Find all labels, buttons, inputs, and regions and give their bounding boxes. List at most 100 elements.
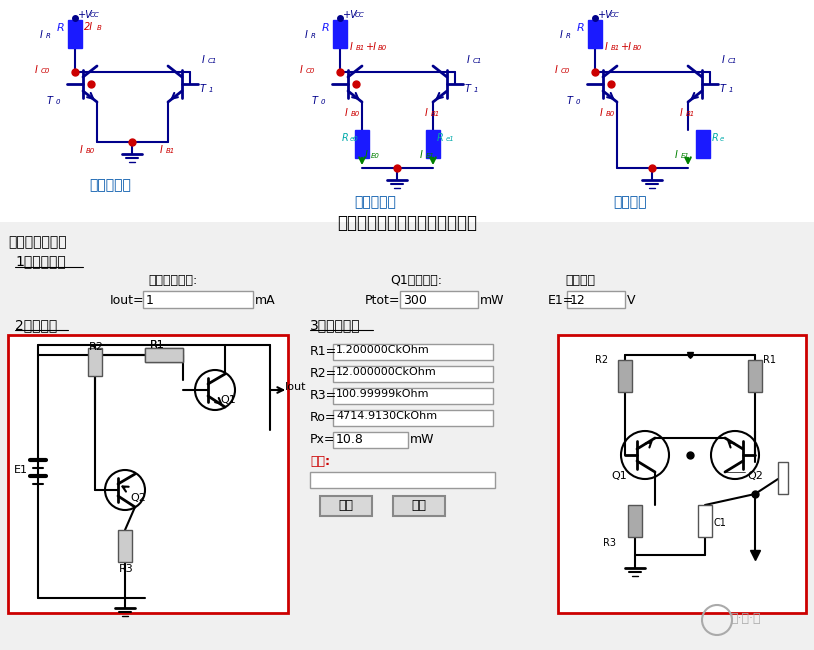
Text: R3: R3 [119, 564, 133, 574]
Bar [333, 410, 493, 426]
Text: R3=: R3= [310, 389, 337, 402]
Text: +I: +I [366, 42, 377, 52]
Text: R1: R1 [150, 340, 164, 350]
Text: Px=: Px= [310, 433, 335, 446]
Text: 电源电压: 电源电压 [565, 274, 595, 287]
Text: C0: C0 [41, 68, 50, 74]
Text: 典型电流源（配置相同的电路）: 典型电流源（配置相同的电路） [337, 214, 477, 232]
Text: E1: E1 [426, 153, 435, 159]
Text: 比例电流源: 比例电流源 [354, 195, 396, 209]
Bar [145, 348, 183, 362]
Text: T: T [47, 96, 53, 106]
Text: R1: R1 [150, 340, 164, 350]
Text: 2I: 2I [84, 22, 93, 32]
Text: 0: 0 [56, 99, 60, 105]
Text: CC: CC [90, 12, 100, 18]
Bar [333, 366, 493, 382]
Text: e: e [720, 136, 724, 142]
Bar [333, 20, 347, 48]
Bar [567, 291, 625, 308]
Text: 1: 1 [729, 87, 733, 93]
Text: T: T [465, 84, 471, 94]
Text: Q1: Q1 [220, 395, 236, 405]
Text: 重置: 重置 [412, 499, 427, 512]
Text: I: I [305, 30, 308, 40]
Bar [696, 130, 710, 158]
Text: R2=: R2= [310, 367, 337, 380]
Text: C1: C1 [208, 58, 217, 64]
Text: +V: +V [343, 10, 357, 20]
Text: B0: B0 [86, 148, 95, 154]
Bar [558, 335, 806, 613]
Text: B1: B1 [356, 45, 365, 51]
Text: 0: 0 [576, 99, 580, 105]
Text: I: I [35, 65, 38, 75]
Text: E1=: E1= [548, 294, 575, 307]
Text: 10.8: 10.8 [336, 433, 364, 446]
Text: I: I [202, 55, 205, 65]
Text: R2: R2 [89, 342, 104, 352]
Text: I: I [600, 108, 603, 118]
Text: e1: e1 [446, 136, 455, 142]
Text: 100.99999kOhm: 100.99999kOhm [336, 389, 430, 399]
Text: R: R [712, 133, 719, 143]
Bar [118, 530, 132, 562]
Text: B0: B0 [378, 45, 387, 51]
Text: Q2: Q2 [130, 493, 146, 503]
Text: 12: 12 [570, 294, 586, 307]
Text: I: I [555, 65, 558, 75]
Text: T: T [312, 96, 318, 106]
Text: 1、输入参数: 1、输入参数 [15, 254, 66, 268]
Bar [0, 228, 814, 650]
Text: C1: C1 [728, 58, 737, 64]
Bar [8, 335, 288, 613]
Text: I: I [80, 145, 83, 155]
Text: C0: C0 [561, 68, 571, 74]
Text: B1: B1 [686, 111, 695, 117]
Text: 1: 1 [146, 294, 154, 307]
Text: R: R [342, 133, 348, 143]
Text: 1: 1 [474, 87, 479, 93]
Text: T: T [720, 84, 726, 94]
Text: V: V [627, 294, 636, 307]
Bar [145, 348, 183, 362]
Text: 计算: 计算 [339, 499, 353, 512]
Text: 3、输出结果: 3、输出结果 [310, 318, 361, 332]
Text: B1: B1 [431, 111, 440, 117]
Text: B: B [97, 25, 102, 31]
Text: I: I [605, 42, 608, 52]
Bar [333, 432, 408, 448]
Text: 1: 1 [209, 87, 213, 93]
Bar [310, 472, 495, 488]
Bar [748, 360, 762, 392]
Text: B0: B0 [351, 111, 361, 117]
Text: I: I [560, 30, 562, 40]
Text: CC: CC [355, 12, 365, 18]
Text: 300: 300 [403, 294, 427, 307]
Text: 恒流源参数计算: 恒流源参数计算 [8, 235, 67, 249]
Text: 警告:: 警告: [310, 455, 330, 468]
Text: I: I [350, 42, 353, 52]
Bar [88, 348, 102, 376]
Text: I: I [680, 108, 683, 118]
Text: I: I [300, 65, 303, 75]
Text: R: R [577, 23, 584, 33]
Bar [618, 360, 632, 392]
Text: e0: e0 [350, 136, 359, 142]
Text: Ro=: Ro= [310, 411, 336, 424]
Text: I: I [425, 108, 428, 118]
Text: 4714.9130CkOhm: 4714.9130CkOhm [336, 411, 437, 421]
Text: E1: E1 [14, 465, 28, 475]
Text: C1: C1 [473, 58, 483, 64]
Text: C0: C0 [306, 68, 315, 74]
Text: R: R [57, 23, 65, 33]
Text: I: I [420, 150, 423, 160]
Text: B1: B1 [166, 148, 175, 154]
Text: 镜像电流源: 镜像电流源 [89, 178, 131, 192]
Bar [355, 130, 369, 158]
Bar [393, 496, 445, 516]
Bar [143, 291, 253, 308]
Bar [778, 462, 788, 494]
Bar [333, 388, 493, 404]
Bar [426, 130, 440, 158]
